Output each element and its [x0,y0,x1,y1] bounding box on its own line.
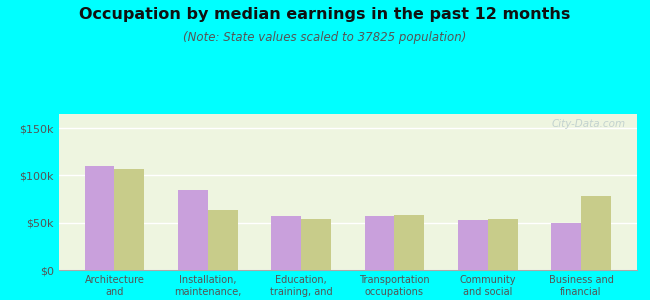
Text: City-Data.com: City-Data.com [551,119,625,129]
Text: Occupation by median earnings in the past 12 months: Occupation by median earnings in the pas… [79,8,571,22]
Bar [301,219,331,270]
Bar [551,223,581,270]
Bar [114,169,144,270]
Bar [271,216,301,270]
Bar [178,190,208,270]
Bar [365,216,395,270]
Bar [458,220,488,270]
Bar [84,166,114,270]
Bar [395,215,424,270]
Bar [488,219,517,270]
Bar [581,196,611,270]
Bar [208,210,238,270]
Text: (Note: State values scaled to 37825 population): (Note: State values scaled to 37825 popu… [183,32,467,44]
